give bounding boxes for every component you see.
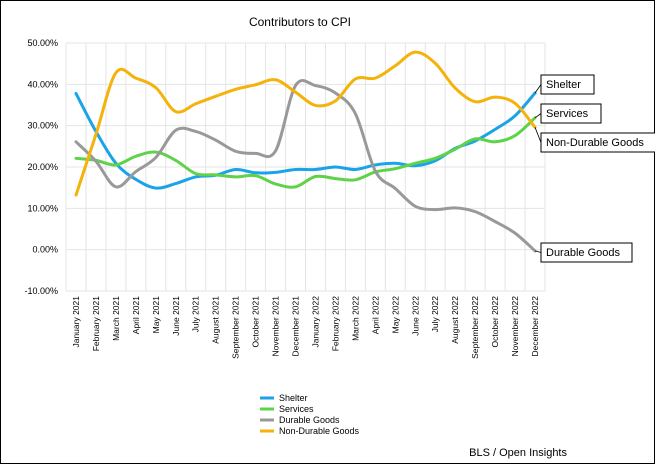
x-tick-label: February 2021	[91, 296, 101, 352]
legend-label-services: Services	[279, 404, 314, 414]
series-lines	[74, 50, 537, 253]
x-tick-label: December 2021	[291, 296, 301, 357]
x-tick-label: October 2021	[251, 296, 261, 348]
callout-box-non-durable-goods	[540, 132, 655, 153]
series-callouts: Shelter Services Non-Durable Goods Durable …	[534, 74, 655, 263]
x-tick-label: November 2021	[271, 296, 281, 357]
y-tick-label: -10.00%	[24, 286, 58, 296]
source-note: BLS / Open Insights	[469, 447, 567, 459]
callout-label-durable-goods: Durable Goods	[546, 247, 620, 259]
x-tick-label: December 2022	[530, 296, 540, 357]
callout-leader-durable-goods	[534, 250, 542, 253]
x-tick-label: November 2022	[510, 296, 520, 357]
x-tick-label: February 2022	[330, 296, 340, 352]
x-tick-label: July 2022	[430, 296, 440, 333]
callout-label-services: Services	[546, 108, 589, 120]
x-tick-label: May 2022	[390, 296, 400, 334]
series-line-services	[74, 116, 537, 189]
callout-label-non-durable-goods: Non-Durable Goods	[546, 137, 644, 149]
x-tick-label: May 2021	[151, 296, 161, 334]
x-tick-label: October 2022	[490, 296, 500, 348]
callout-label-shelter: Shelter	[546, 79, 581, 91]
x-tick-label: September 2022	[470, 296, 480, 359]
legend-label-non-durable-goods: Non-Durable Goods	[279, 426, 360, 436]
x-tick-label: August 2021	[211, 296, 221, 344]
callout-box-durable-goods	[540, 242, 633, 263]
grid-lines	[65, 42, 546, 292]
legend-label-durable-goods: Durable Goods	[279, 415, 340, 425]
y-axis-ticks: 50.00% 40.00% 30.00% 20.00% 10.00% 0.00% -10.0…	[24, 38, 58, 296]
y-tick-label: 20.00%	[27, 162, 58, 172]
x-axis-ticks: January 2021 February 2021 March 2021 April…	[71, 296, 540, 359]
y-tick-label: 10.00%	[27, 203, 58, 213]
x-tick-label: March 2022	[350, 296, 360, 341]
legend-label-shelter: Shelter	[279, 393, 308, 403]
x-tick-label: June 2021	[171, 296, 181, 336]
series-line-durable-goods	[74, 78, 537, 253]
x-tick-label: July 2021	[191, 296, 201, 333]
x-tick-label: January 2022	[310, 296, 320, 348]
x-tick-label: April 2021	[131, 296, 141, 335]
x-tick-label: April 2022	[370, 296, 380, 335]
y-tick-label: 0.00%	[32, 245, 58, 255]
y-tick-label: 50.00%	[27, 38, 58, 48]
x-tick-label: September 2021	[231, 296, 241, 359]
chart-title: Contributors to CPI	[249, 15, 351, 29]
callout-leader-shelter	[534, 84, 542, 94]
callout-box-shelter	[540, 74, 595, 95]
x-tick-label: June 2022	[410, 296, 420, 336]
x-tick-label: August 2022	[450, 296, 460, 344]
x-tick-label: January 2021	[71, 296, 81, 348]
y-tick-label: 30.00%	[27, 121, 58, 131]
series-line-non-durable-goods	[74, 50, 537, 197]
callout-box-services	[540, 103, 602, 124]
x-tick-label: March 2021	[111, 296, 121, 341]
callout-leader-non-durable-goods	[534, 127, 542, 143]
y-tick-label: 40.00%	[27, 79, 58, 89]
callout-leader-services	[534, 113, 542, 119]
